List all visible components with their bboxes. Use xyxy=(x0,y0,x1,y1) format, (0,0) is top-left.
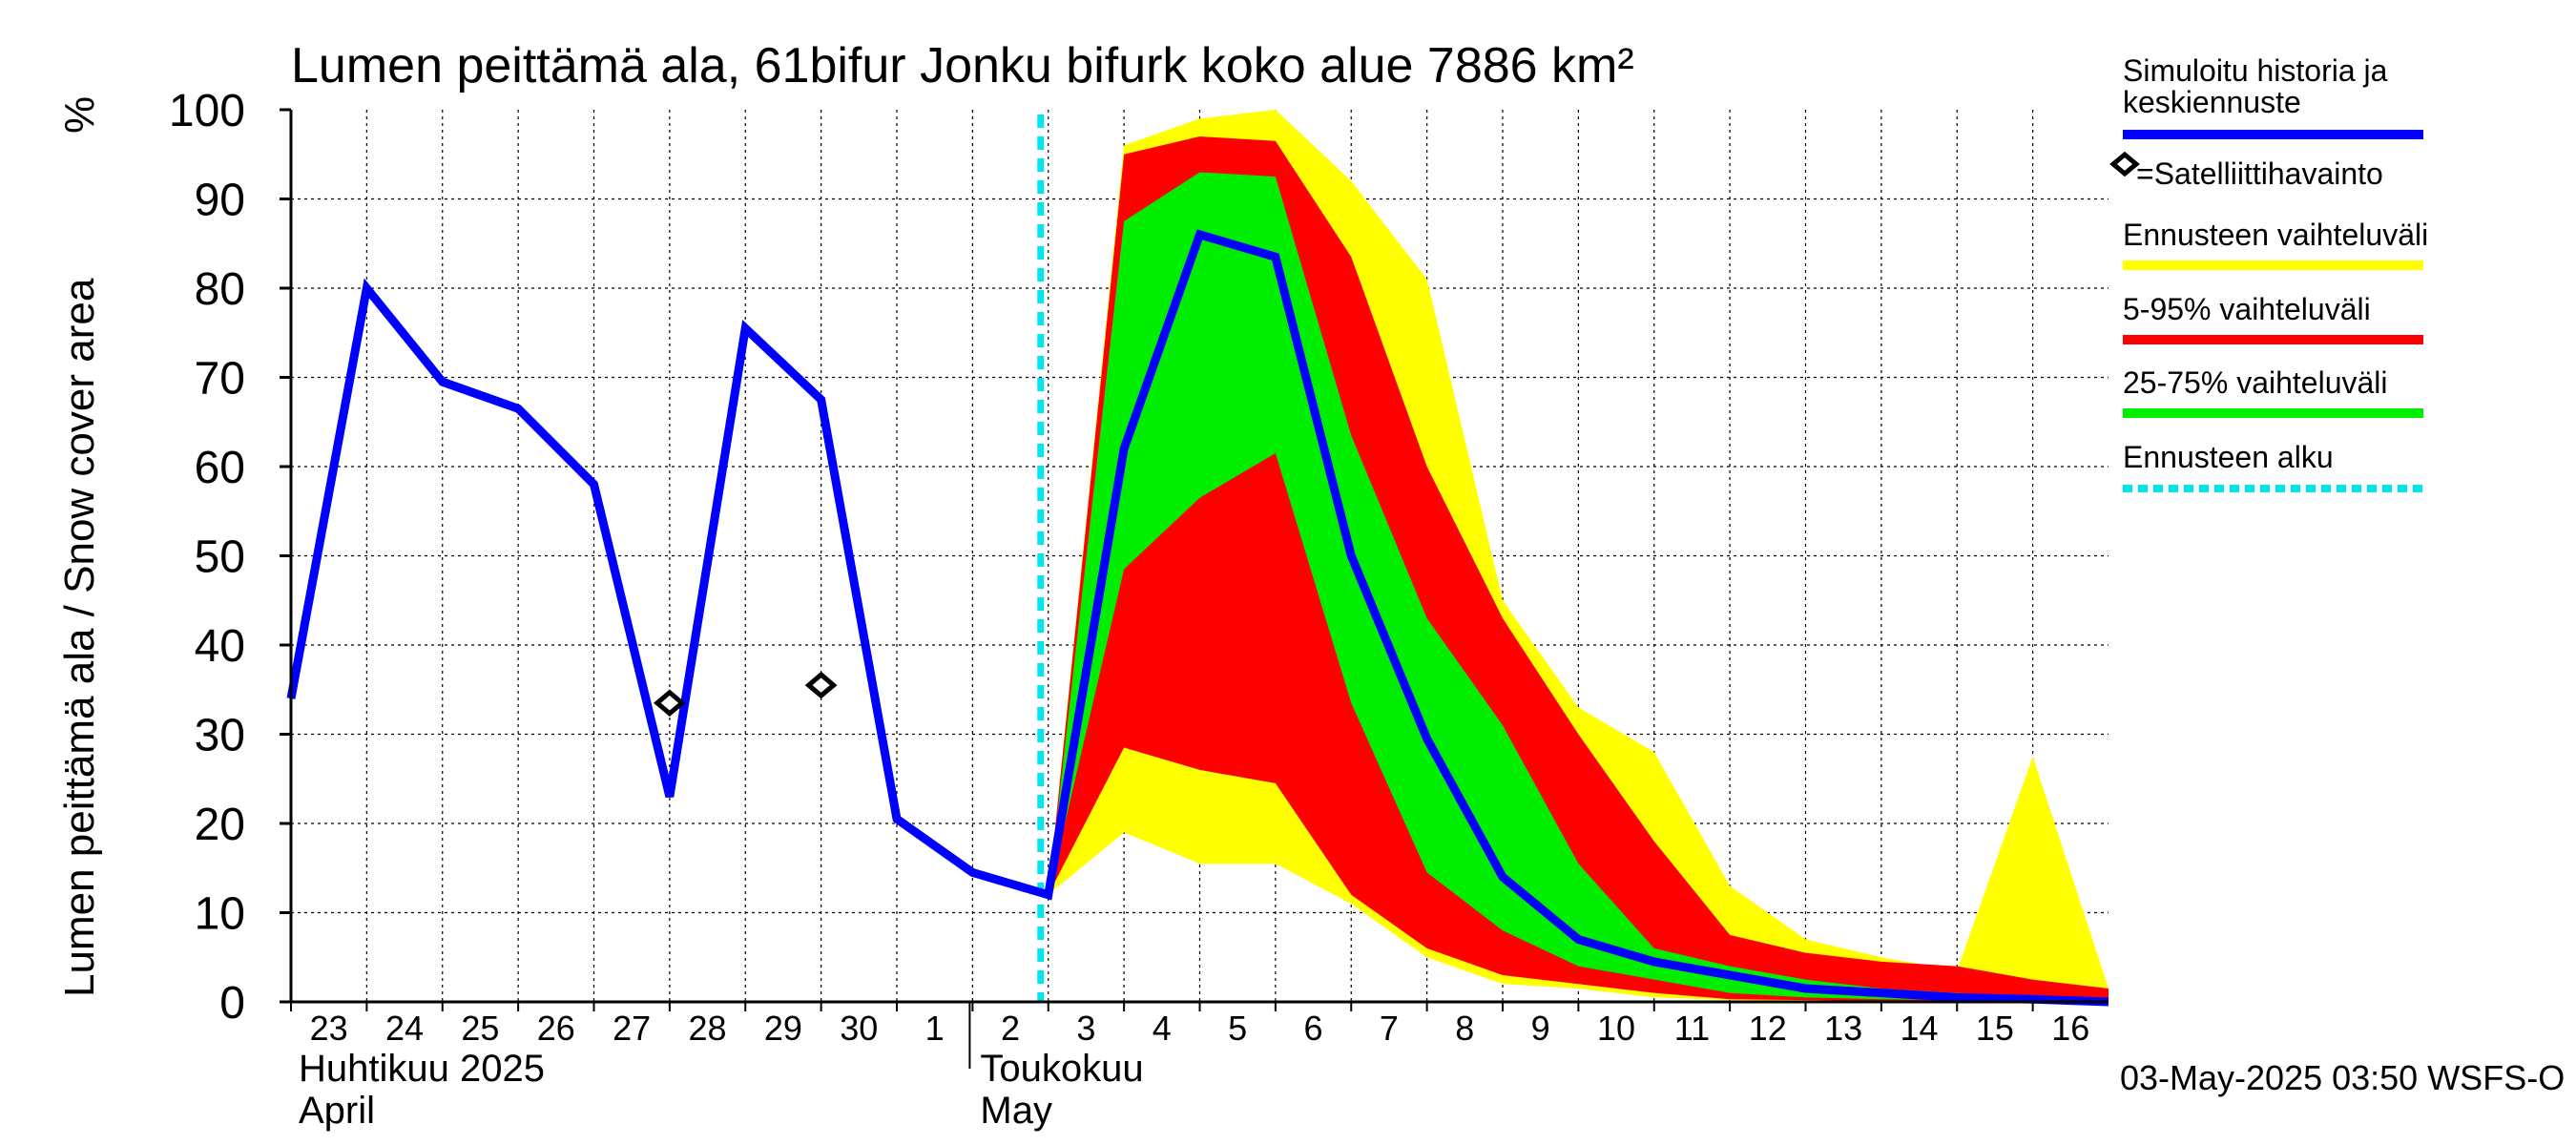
y-axis-unit: % xyxy=(56,96,103,134)
x-day-label: 2 xyxy=(1001,1009,1020,1048)
x-day-label: 8 xyxy=(1455,1009,1474,1048)
legend-label: 5-95% vaihteluväli xyxy=(2123,292,2371,326)
x-day-label: 11 xyxy=(1674,1009,1710,1048)
legend-label: 25-75% vaihteluväli xyxy=(2123,365,2388,400)
y-tick-label: 50 xyxy=(195,532,245,583)
x-day-label: 27 xyxy=(613,1009,651,1048)
x-day-label: 13 xyxy=(1824,1009,1862,1048)
legend-label: Ennusteen alku xyxy=(2123,440,2334,474)
median-line xyxy=(286,229,2109,1007)
y-axis: 0 10 20 30 40 50 60 70 80 90 100 xyxy=(169,86,291,1029)
median-series xyxy=(286,229,2109,1007)
y-tick-label: 40 xyxy=(195,621,245,672)
x-day-label: 1 xyxy=(925,1009,945,1048)
month-label-fi: Toukokuu xyxy=(980,1048,1143,1090)
forecast-bands xyxy=(1048,110,2109,1003)
y-tick-label: 20 xyxy=(195,800,245,850)
y-tick-label: 70 xyxy=(195,354,245,405)
legend-label: =Satelliittihavainto xyxy=(2136,156,2383,191)
x-day-label: 23 xyxy=(310,1009,348,1048)
x-day-label: 10 xyxy=(1597,1009,1635,1048)
y-tick-label: 10 xyxy=(195,889,245,940)
x-day-label: 9 xyxy=(1531,1009,1550,1048)
legend-label: Simuloitu historia ja xyxy=(2123,53,2388,88)
satellite-point xyxy=(654,689,686,718)
x-day-label: 26 xyxy=(537,1009,575,1048)
y-tick-label: 60 xyxy=(195,443,245,493)
x-day-label: 3 xyxy=(1076,1009,1095,1048)
footer-timestamp: 03-May-2025 03:50 WSFS-O xyxy=(2120,1058,2565,1097)
legend-label: keskiennuste xyxy=(2123,85,2301,119)
x-day-label: 16 xyxy=(2051,1009,2089,1048)
x-day-label: 5 xyxy=(1228,1009,1247,1048)
legend-label: Ennusteen vaihteluväli xyxy=(2123,218,2428,252)
month-label-en: May xyxy=(980,1090,1052,1132)
satellite-point xyxy=(804,671,838,699)
x-day-label: 6 xyxy=(1304,1009,1323,1048)
month-label-fi: Huhtikuu 2025 xyxy=(299,1048,545,1090)
x-day-label: 29 xyxy=(764,1009,802,1048)
y-tick-label: 30 xyxy=(195,711,245,761)
legend-diamond xyxy=(2109,151,2140,177)
month-label-en: April xyxy=(299,1090,375,1132)
x-day-label: 7 xyxy=(1380,1009,1399,1048)
x-axis: 23 24 25 26 27 28 29 30 1 2 3 4 5 6 7 8 9 10 11 12 13 14 15 16H… xyxy=(290,1002,2089,1132)
y-tick-label: 100 xyxy=(169,86,245,136)
satellite-observations xyxy=(654,671,838,718)
y-tick-label: 80 xyxy=(195,264,245,315)
y-tick-label: 90 xyxy=(195,176,245,226)
x-day-label: 14 xyxy=(1901,1009,1939,1048)
x-day-label: 15 xyxy=(1976,1009,2014,1048)
x-day-label: 25 xyxy=(461,1009,499,1048)
y-axis-label: Lumen peittämä ala / Snow cover area xyxy=(56,278,103,997)
x-day-label: 24 xyxy=(385,1009,424,1048)
chart-title: Lumen peittämä ala, 61bifur Jonku bifurk… xyxy=(291,38,1634,94)
y-tick-label: 0 xyxy=(219,978,245,1029)
x-day-label: 4 xyxy=(1153,1009,1172,1048)
band-25-75 xyxy=(1048,172,2109,1002)
x-day-label: 30 xyxy=(840,1009,878,1048)
x-day-label: 12 xyxy=(1749,1009,1787,1048)
x-day-label: 28 xyxy=(689,1009,727,1048)
